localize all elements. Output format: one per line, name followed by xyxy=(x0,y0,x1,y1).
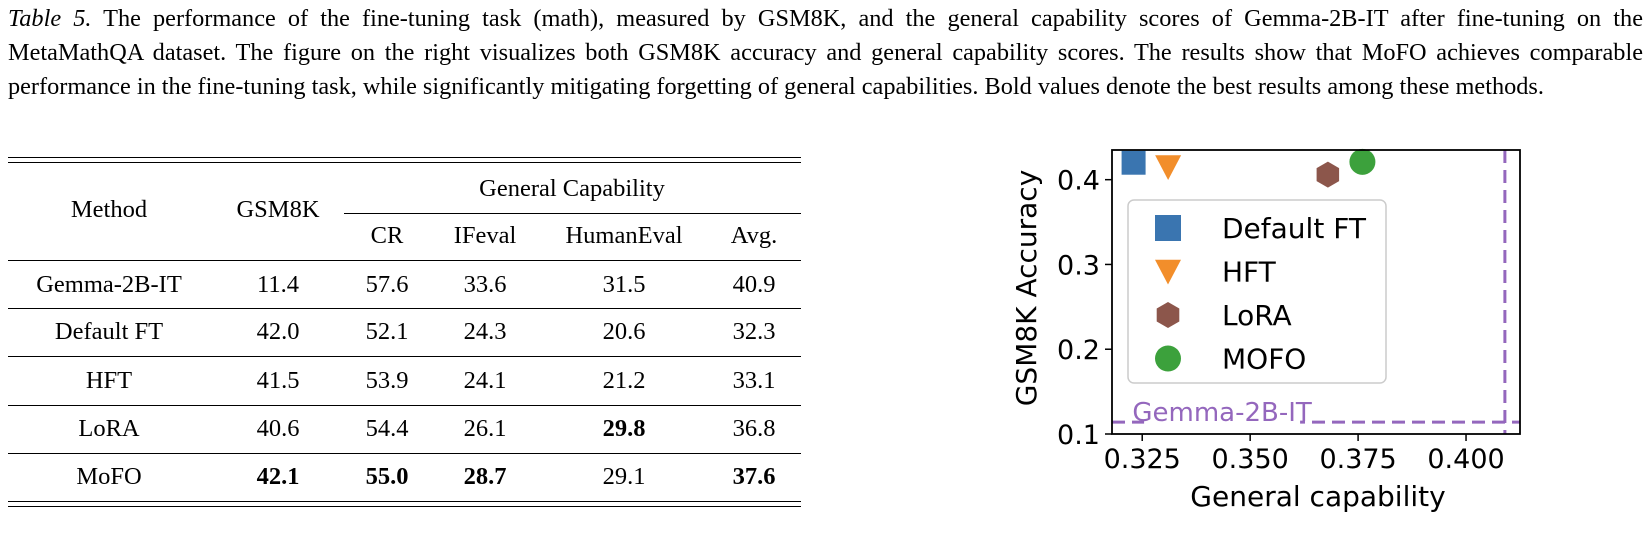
table-cell-avg: 37.6 xyxy=(732,463,776,490)
reference-line-label: Gemma-2B-IT xyxy=(1132,398,1312,428)
x-axis-label: General capability xyxy=(1190,480,1445,512)
table-cell-ifeval: 26.1 xyxy=(463,415,507,442)
x-tick-label: 0.375 xyxy=(1319,444,1396,475)
table-method-cell: HFT xyxy=(85,367,133,394)
header-gsm8k: GSM8K xyxy=(236,196,320,223)
table-cell-gsm8k: 42.0 xyxy=(256,318,300,345)
caption-text: The performance of the fine-tuning task … xyxy=(8,5,1643,100)
table-top-rule xyxy=(8,157,801,158)
data-point-default-ft xyxy=(1121,150,1146,175)
table-method-cell: LoRA xyxy=(78,415,140,442)
data-point-mofo xyxy=(1349,148,1376,175)
reference-label-background xyxy=(1144,402,1301,427)
legend-marker-hft xyxy=(1155,259,1181,285)
table-cell-ifeval: 24.3 xyxy=(463,318,507,345)
row-separator xyxy=(8,453,801,454)
x-tick-label: 0.325 xyxy=(1104,444,1181,475)
header-cr: CR xyxy=(370,222,404,249)
table-cell-cr: 52.1 xyxy=(365,318,409,345)
legend-marker-default-ft xyxy=(1155,215,1181,241)
data-point-hft xyxy=(1155,155,1182,180)
group-header-rule xyxy=(344,213,801,214)
legend-label: LoRA xyxy=(1222,299,1292,332)
scatter-chart: Gemma-2B-IT Default FT HFT LoRA MOFO 0.325 0.3… xyxy=(1000,140,1540,513)
table-cell-gsm8k: 41.5 xyxy=(256,367,300,394)
plot-frame xyxy=(1111,149,1521,435)
header-humaneval: HumanEval xyxy=(565,222,683,249)
row-separator xyxy=(8,308,801,309)
table-cell-humaneval: 20.6 xyxy=(602,318,646,345)
y-tick-label: 0.2 xyxy=(1057,335,1100,366)
table-bottom-rule xyxy=(8,501,801,502)
data-point-lora xyxy=(1316,161,1340,188)
y-axis-label: GSM8K Accuracy xyxy=(1010,170,1043,407)
row-separator xyxy=(8,405,801,406)
table-cell-cr: 54.4 xyxy=(365,415,409,442)
table-cell-avg: 40.9 xyxy=(732,271,776,298)
table-cell-gsm8k: 40.6 xyxy=(256,415,300,442)
x-tick-label: 0.400 xyxy=(1427,444,1504,475)
table-bottom-rule xyxy=(8,506,801,507)
scatter-chart-svg: Gemma-2B-IT Default FT HFT LoRA MOFO 0.325 0.3… xyxy=(1010,148,1521,513)
legend-label: MOFO xyxy=(1222,343,1306,376)
table-cell-ifeval: 28.7 xyxy=(463,463,507,490)
table-top-rule xyxy=(8,162,801,163)
legend-label: Default FT xyxy=(1222,212,1367,245)
table-caption: Table 5. The performance of the fine-tun… xyxy=(8,2,1643,104)
table-method-cell: Default FT xyxy=(54,318,164,345)
header-avg: Avg. xyxy=(730,222,778,249)
table-cell-avg: 33.1 xyxy=(732,367,776,394)
table-cell-ifeval: 24.1 xyxy=(463,367,507,394)
table-cell-cr: 55.0 xyxy=(365,463,409,490)
table-cell-humaneval: 29.1 xyxy=(602,463,646,490)
y-tick-label: 0.4 xyxy=(1057,166,1100,197)
table-method-cell: MoFO xyxy=(76,463,142,490)
table-cell-avg: 36.8 xyxy=(732,415,776,442)
x-tick-label: 0.350 xyxy=(1212,444,1289,475)
caption-label: Table 5. xyxy=(8,5,92,32)
results-table: Method GSM8K General Capability CR IFeva… xyxy=(8,157,801,545)
legend-label: HFT xyxy=(1222,256,1277,289)
y-tick-label: 0.1 xyxy=(1057,420,1100,451)
table-cell-avg: 32.3 xyxy=(732,318,776,345)
table-cell-ifeval: 33.6 xyxy=(463,271,507,298)
table-cell-humaneval: 29.8 xyxy=(602,415,646,442)
table-cell-humaneval: 31.5 xyxy=(602,271,646,298)
chart-legend xyxy=(1127,199,1387,384)
table-cell-humaneval: 21.2 xyxy=(602,367,646,394)
legend-marker-mofo xyxy=(1155,345,1181,372)
header-method: Method xyxy=(70,196,148,223)
header-ifeval: IFeval xyxy=(453,222,517,249)
legend-marker-lora xyxy=(1156,302,1180,328)
y-tick-label: 0.3 xyxy=(1057,250,1100,281)
table-method-cell: Gemma-2B-IT xyxy=(36,271,182,298)
table-cell-gsm8k: 42.1 xyxy=(256,463,300,490)
row-separator xyxy=(8,356,801,357)
header-general-capability: General Capability xyxy=(479,175,665,202)
header-bottom-rule xyxy=(8,260,801,261)
table-cell-gsm8k: 11.4 xyxy=(257,271,299,298)
table-cell-cr: 53.9 xyxy=(365,367,409,394)
table-cell-cr: 57.6 xyxy=(365,271,409,298)
